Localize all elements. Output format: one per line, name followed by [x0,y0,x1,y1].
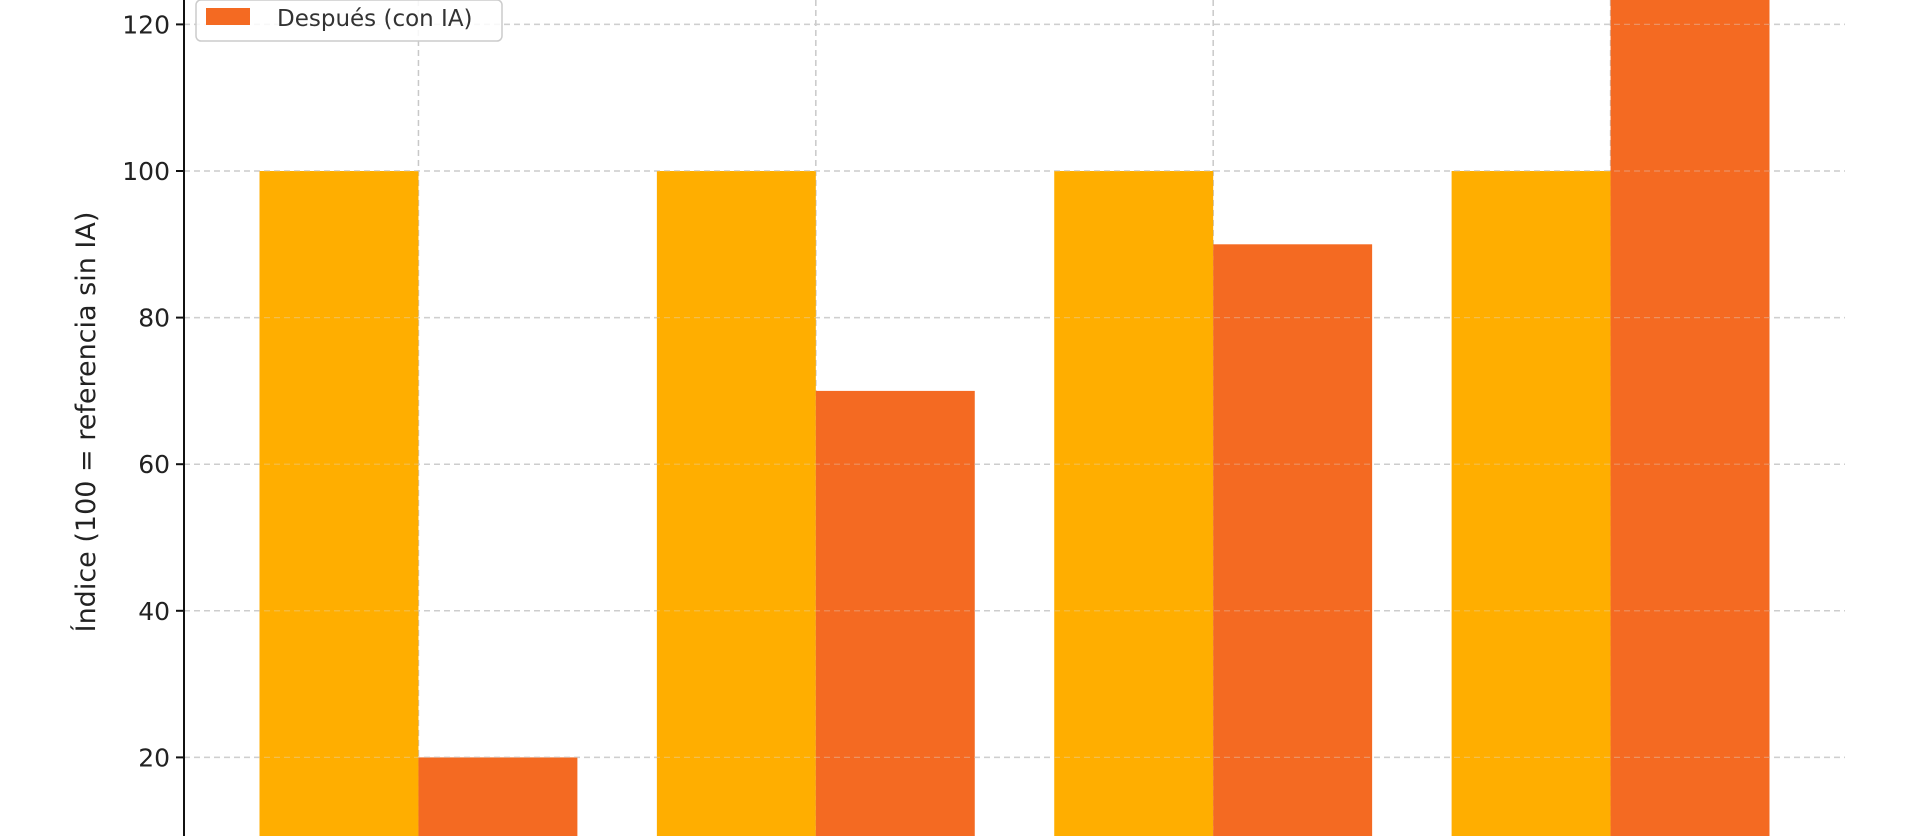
y-tick-label: 100 [122,157,170,186]
y-ticks: 20 40 60 80 100 120 [122,10,184,772]
bar-series1-cat2 [1213,244,1373,836]
bar-series1-cat3 [1610,0,1770,836]
bar-series0-cat2 [1054,171,1214,836]
y-tick-label: 120 [122,10,170,39]
bar-series0-cat1 [656,171,816,836]
legend-label-despues: Después (con IA) [277,6,473,32]
y-axis-label: Índice (100 = referencia sin IA) [70,212,102,633]
y-tick-label: 80 [138,304,170,333]
legend-swatch-despues [206,8,250,25]
y-tick-label: 40 [138,597,170,626]
bar-series0-cat3 [1451,171,1611,836]
y-tick-label: 20 [138,743,170,772]
legend: Después (con IA) [195,0,503,42]
bar-series1-cat1 [815,390,975,836]
y-tick-label: 60 [138,450,170,479]
bar-series0-cat0 [259,171,419,836]
bar-series1-cat0 [418,757,578,836]
bars [184,0,1845,836]
